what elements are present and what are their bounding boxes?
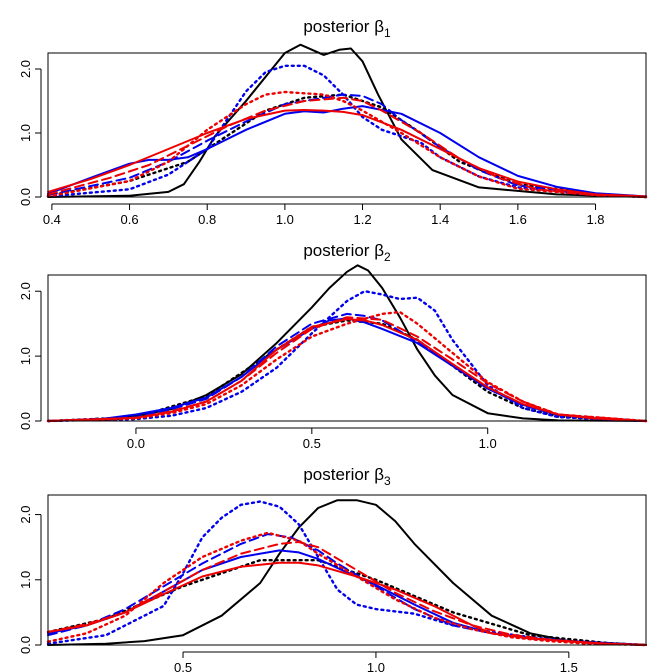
y-tick-label: 1.0 <box>18 571 33 589</box>
x-tick-label: 0.8 <box>198 212 216 227</box>
series-line-blue-solid <box>47 105 647 198</box>
series-line-blue-dashed <box>47 533 647 646</box>
panel-beta2: posterior β2 0.0 0.5 1.0 0.0 1.0 2.0 <box>18 241 648 451</box>
series-line-red-dashed <box>47 316 647 422</box>
x-tick-label: 0.6 <box>121 212 139 227</box>
x-tick-label: 1.0 <box>479 436 497 451</box>
x-tick-label: 0.5 <box>303 436 321 451</box>
series-line-blue-dotted <box>46 290 648 423</box>
chart-title: posterior β2 <box>303 241 391 264</box>
panel-beta1: posterior β1 0.4 0.6 0.8 1.0 1.2 1.4 1.6 1.8 0.0… <box>18 17 648 227</box>
series-line-blue-solid <box>47 317 647 422</box>
series-line-black-solid <box>47 43 647 198</box>
series-line-black-solid <box>47 264 647 422</box>
y-tick-label: 1.0 <box>18 124 33 142</box>
series-line-red-dotted <box>46 90 648 199</box>
series-line-red-solid <box>47 561 647 646</box>
y-tick-label: 2.0 <box>18 282 33 300</box>
chart-title: posterior β1 <box>303 17 391 40</box>
series-line-black-solid <box>47 499 647 646</box>
series-line-red-dotted <box>46 310 648 423</box>
y-tick-label: 1.0 <box>18 347 33 365</box>
series-line-red-solid <box>47 318 647 422</box>
plot-frame <box>47 52 647 198</box>
x-tick-label: 1.6 <box>509 212 527 227</box>
series-line-red-dashed <box>47 96 647 198</box>
plot-frame <box>47 274 647 422</box>
series-line-red-dashed <box>47 541 647 646</box>
series-line-blue-dashed <box>47 93 647 198</box>
series-line-blue-dotted <box>46 64 648 199</box>
y-tick-label: 0.0 <box>18 412 33 430</box>
plot-frame <box>47 494 647 646</box>
x-tick-label: 1.0 <box>367 660 385 672</box>
x-tick-label: 1.5 <box>560 660 578 672</box>
x-tick-label: 1.0 <box>276 212 294 227</box>
series-line-red-dotted <box>46 531 648 647</box>
series-line-black-dotted <box>46 93 648 199</box>
x-tick-label: 0.0 <box>127 436 145 451</box>
y-tick-label: 2.0 <box>18 60 33 78</box>
y-tick-label: 0.0 <box>18 636 33 654</box>
x-tick-label: 0.5 <box>174 660 192 672</box>
series-line-blue-dotted <box>46 500 648 647</box>
panel-beta3: posterior β3 0.5 1.0 1.5 0.0 1.0 2.0 <box>18 465 648 672</box>
y-tick-label: 0.0 <box>18 188 33 206</box>
series-line-red-solid <box>47 109 647 198</box>
chart-title: posterior β3 <box>303 465 391 488</box>
x-tick-label: 1.8 <box>586 212 604 227</box>
x-tick-label: 1.4 <box>431 212 449 227</box>
y-tick-label: 2.0 <box>18 506 33 524</box>
series-line-blue-dashed <box>47 312 647 422</box>
series-line-black-dotted <box>46 319 648 423</box>
x-tick-label: 1.2 <box>353 212 371 227</box>
x-tick-label: 0.4 <box>43 212 61 227</box>
